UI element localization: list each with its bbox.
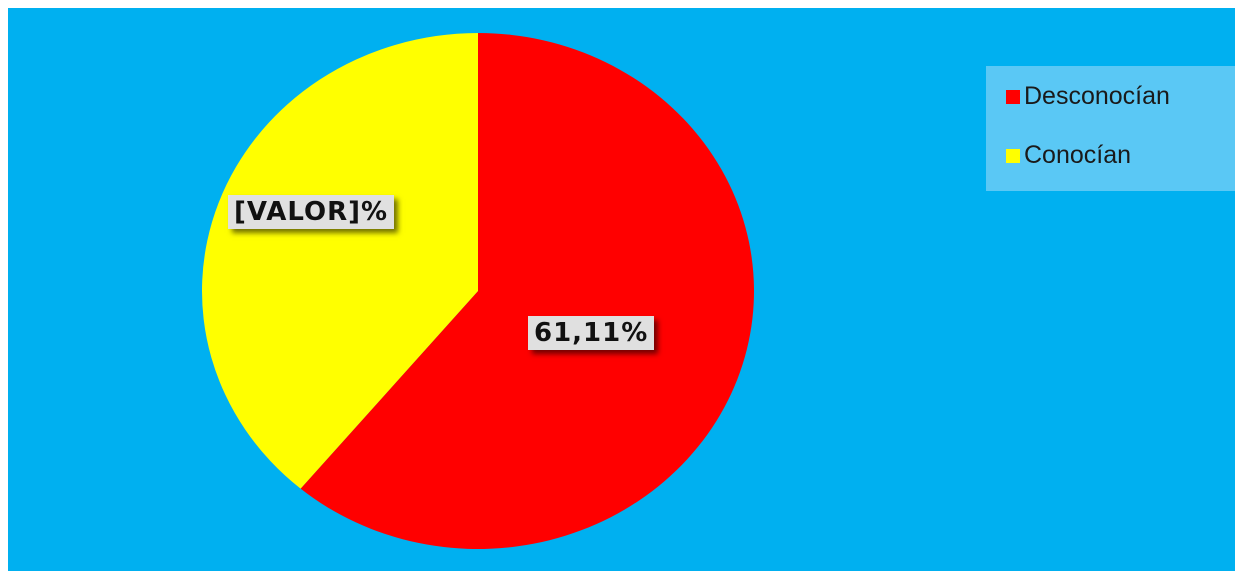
chart-area: [VALOR]% 61,11% Desconocían Conocían bbox=[8, 8, 1235, 571]
pie-slice-desconocian bbox=[300, 33, 755, 549]
pie-chart bbox=[202, 33, 755, 549]
legend-item-conocian: Conocían bbox=[1006, 141, 1131, 170]
legend-label: Desconocían bbox=[1024, 82, 1170, 110]
legend-swatch-yellow bbox=[1006, 148, 1020, 163]
data-label-desconocian: 61,11% bbox=[528, 316, 655, 350]
pie-slice-conocian bbox=[202, 33, 478, 489]
legend-item-desconocian: Desconocían bbox=[1006, 82, 1170, 111]
legend-label: Conocían bbox=[1024, 141, 1132, 169]
legend-swatch-red bbox=[1006, 89, 1020, 104]
data-label-conocian: [VALOR]% bbox=[228, 195, 395, 229]
legend: Desconocían Conocían bbox=[986, 66, 1235, 191]
